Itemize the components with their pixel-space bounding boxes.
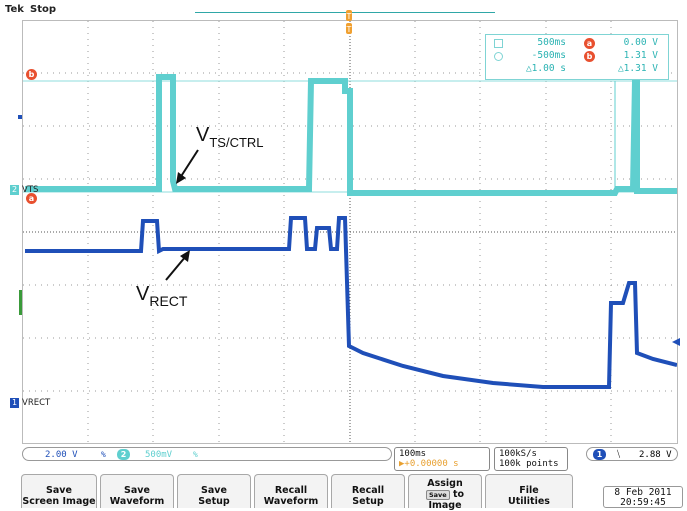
ch1-scale: 2.00 V xyxy=(45,450,78,460)
cursor-square-icon xyxy=(494,39,503,48)
run-state-label: Stop xyxy=(30,4,57,15)
file-utilities-button[interactable]: File Utilities xyxy=(485,474,573,508)
cursor-a-value: 0.00 V xyxy=(623,37,658,48)
ch1-ground-marker[interactable]: 1 xyxy=(10,398,19,408)
vts-annotation: VTS/CTRL xyxy=(196,124,264,150)
vrect-arrow-icon xyxy=(165,250,190,281)
brand-logo: Tek xyxy=(5,4,24,15)
timebase-delay: ▶+0.00000 s xyxy=(399,459,459,469)
sample-rate: 100kS/s xyxy=(499,449,537,459)
edge-indicator xyxy=(19,290,22,315)
timebase-readout[interactable]: 100ms ▶+0.00000 s xyxy=(394,447,490,471)
ch2-trace-label: VTS xyxy=(22,185,39,195)
cursor-b-time: -500ms xyxy=(531,50,566,61)
vts-arrow-icon xyxy=(176,149,199,184)
cursor-delta-value: △1.31 V xyxy=(617,63,658,74)
cursor-b-marker[interactable]: b xyxy=(26,69,37,80)
cursor-b-badge: b xyxy=(584,51,595,62)
trigger-readout[interactable]: 1 ⧹ 2.88 V xyxy=(586,447,678,461)
trigger-source-badge: 1 xyxy=(593,449,606,460)
left-strip xyxy=(0,20,22,444)
ch1-badge: 1 xyxy=(28,450,35,459)
ch1-bw-limit: % xyxy=(101,450,106,459)
ch1-trace-label: VRECT xyxy=(22,398,51,408)
trigger-slope-icon: ⧹ xyxy=(617,450,621,460)
record-length: 100k points xyxy=(499,459,559,469)
ch2-ground-marker[interactable]: 2 xyxy=(10,185,19,195)
channel-readout[interactable]: 1 2.00 V % 2 500mV % xyxy=(22,447,392,461)
svg-text:T: T xyxy=(346,12,352,21)
graticule-center xyxy=(23,21,677,443)
cursor-circle-icon xyxy=(494,52,503,61)
cursor-a-marker[interactable]: a xyxy=(26,193,37,204)
assign-save-button[interactable]: Assign Save to Image xyxy=(408,474,482,511)
recall-setup-button[interactable]: Recall Setup xyxy=(331,474,405,508)
ch1-trace xyxy=(25,216,677,389)
save-setup-button[interactable]: Save Setup xyxy=(177,474,251,508)
timebase-scale: 100ms xyxy=(399,449,427,459)
date-time-display: 8 Feb 2011 20:59:45 xyxy=(603,486,683,508)
graticule-svg xyxy=(23,21,677,443)
ch1-edge-tick xyxy=(18,115,22,119)
ch2-trace xyxy=(25,74,677,196)
vrect-annotation: VRECT xyxy=(136,283,188,309)
cursor-delta-time: △1.00 s xyxy=(525,63,566,74)
time-label: 20:59:45 xyxy=(620,497,666,508)
cursor-a-badge: a xyxy=(584,38,595,49)
cursor-b-value: 1.31 V xyxy=(623,50,658,61)
status-bar: Tek Stop xyxy=(0,0,687,20)
cursor-readout[interactable]: 500ms a 0.00 V -500ms b 1.31 V △1.00 s △… xyxy=(485,34,669,80)
ch1-offset-arrow-icon xyxy=(672,338,680,346)
svg-text:T: T xyxy=(346,25,352,34)
record-position-bar xyxy=(195,12,495,13)
save-key-icon: Save xyxy=(425,489,450,500)
recall-waveform-button[interactable]: Recall Waveform xyxy=(254,474,328,508)
save-waveform-button[interactable]: Save Waveform xyxy=(100,474,174,508)
cursor-a-time: 500ms xyxy=(537,37,566,48)
waveform-display[interactable]: 500ms a 0.00 V -500ms b 1.31 V △1.00 s △… xyxy=(22,20,678,444)
ch2-badge: 2 xyxy=(117,449,130,460)
ch2-bw-limit: % xyxy=(193,450,198,459)
date-label: 8 Feb 2011 xyxy=(614,487,672,498)
save-screen-image-button[interactable]: Save Screen Image xyxy=(21,474,97,508)
trigger-position-icon[interactable]: T T xyxy=(344,10,354,36)
acquisition-readout[interactable]: 100kS/s 100k points xyxy=(494,447,568,471)
ch2-scale: 500mV xyxy=(145,450,173,460)
trigger-level: 2.88 V xyxy=(639,450,672,460)
